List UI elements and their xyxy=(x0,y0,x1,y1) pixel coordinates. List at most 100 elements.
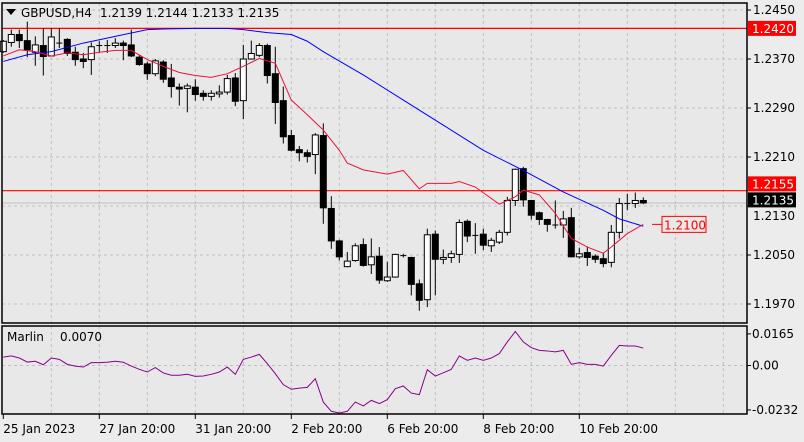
candle xyxy=(407,256,415,296)
fast-moving-average-line xyxy=(3,49,644,254)
candle xyxy=(0,40,7,53)
candle xyxy=(552,200,559,229)
candle xyxy=(624,193,631,211)
candle xyxy=(375,247,383,284)
indicator-axis[interactable]: 0.0165 0.00 -0.0232 xyxy=(747,327,798,417)
candle xyxy=(599,253,607,268)
candle xyxy=(343,251,351,268)
candle xyxy=(183,83,191,113)
candle xyxy=(31,36,39,66)
candle xyxy=(247,40,255,60)
candle xyxy=(631,192,639,208)
indicator-plot-border xyxy=(1,325,748,415)
grid xyxy=(2,3,747,414)
candle xyxy=(271,46,279,124)
main-plot-area[interactable] xyxy=(2,3,747,323)
level-price-badge xyxy=(748,20,796,36)
candle xyxy=(239,44,247,120)
candle xyxy=(104,40,111,53)
candle xyxy=(367,238,375,274)
moving-averages: 1.2100 xyxy=(3,27,707,254)
candle-body-bull xyxy=(183,85,191,89)
candle-body-bear xyxy=(567,217,575,258)
candle-body-bear xyxy=(39,45,47,58)
candle-body-bull xyxy=(615,203,623,233)
candle xyxy=(71,46,79,66)
price-tick-label: 1.2130 xyxy=(753,209,795,223)
candle-body-bull xyxy=(255,45,263,56)
candle xyxy=(191,79,199,101)
candle xyxy=(111,38,119,48)
indicator-marlin xyxy=(3,330,644,414)
candle-body-bull xyxy=(487,239,495,247)
candle-body-bear xyxy=(199,92,207,97)
candle xyxy=(519,166,527,207)
slow-moving-average-line xyxy=(3,27,644,227)
candle xyxy=(575,247,583,259)
candle-body-bull xyxy=(455,222,463,255)
level-price-badge xyxy=(748,176,796,192)
bid-price-label: 1.2135 xyxy=(752,193,794,207)
candle-body-bear xyxy=(279,100,287,138)
candle-body-bear xyxy=(415,283,423,301)
indicator-tick-label: -0.0232 xyxy=(752,403,798,417)
candle xyxy=(472,223,479,254)
candle xyxy=(359,238,367,267)
candle xyxy=(479,228,487,251)
horizontal-levels xyxy=(2,27,747,204)
indicator-plot-area[interactable] xyxy=(2,326,747,414)
candle-body-bear xyxy=(375,255,383,281)
candle-body-bear xyxy=(327,207,335,242)
candle xyxy=(231,73,239,107)
candle-body-bear xyxy=(479,233,487,246)
level-price-label: 1.2155 xyxy=(752,177,794,191)
candle xyxy=(159,60,167,83)
candle-body-bear xyxy=(599,258,607,265)
candle-body-bull xyxy=(495,231,503,243)
candle-body-bear xyxy=(543,218,551,225)
price-tick-label: 1.2370 xyxy=(753,52,795,66)
candle-body-bull xyxy=(31,44,39,53)
candle-body-bull xyxy=(575,253,583,258)
symbol-timeframe: GBPUSD,H4 xyxy=(21,6,92,20)
candle-body-bull xyxy=(423,234,431,301)
indicator-name: Marlin xyxy=(7,330,44,344)
candle xyxy=(287,130,295,152)
candle xyxy=(639,197,647,205)
candle-body-bull xyxy=(247,52,255,60)
price-axis[interactable]: 1.2450 1.2420 1.2370 1.2290 1.2210 1.2155 1.21… xyxy=(747,3,796,311)
candle-body-bear xyxy=(23,40,31,51)
candle xyxy=(151,59,159,77)
candles xyxy=(0,21,647,311)
candle-body-bear xyxy=(143,63,151,75)
candle-body-bull xyxy=(511,168,519,201)
candle xyxy=(279,86,287,144)
candle xyxy=(535,211,543,225)
candle-body-bear xyxy=(15,34,23,42)
candle-body-bear xyxy=(191,86,199,96)
candle-body-bull xyxy=(367,256,375,266)
ma-label-box xyxy=(661,215,707,233)
time-axis[interactable]: 25 Jan 2023 27 Jan 20:00 31 Jan 20:00 2 Feb… xyxy=(2,414,658,436)
candle xyxy=(431,230,439,296)
candle-body-bull xyxy=(439,256,447,260)
candle-body-bear xyxy=(71,51,79,61)
candle xyxy=(567,207,575,258)
main-plot-border xyxy=(1,2,748,324)
candle-body-bull xyxy=(0,40,7,53)
candle-body-bull xyxy=(311,134,319,156)
candle xyxy=(207,90,215,101)
candle-body-bear xyxy=(135,56,143,66)
candle-body-bear xyxy=(79,58,87,62)
candle xyxy=(56,28,63,48)
candle xyxy=(15,29,23,48)
candle-body-bull xyxy=(631,199,639,205)
candle-body-bull xyxy=(151,60,159,75)
candle xyxy=(527,199,535,220)
triangle-down-icon[interactable] xyxy=(6,9,16,15)
candle-body-bull xyxy=(239,58,247,102)
price-tick-label: 1.2290 xyxy=(753,101,795,115)
candle xyxy=(79,52,87,69)
candle xyxy=(335,239,343,261)
